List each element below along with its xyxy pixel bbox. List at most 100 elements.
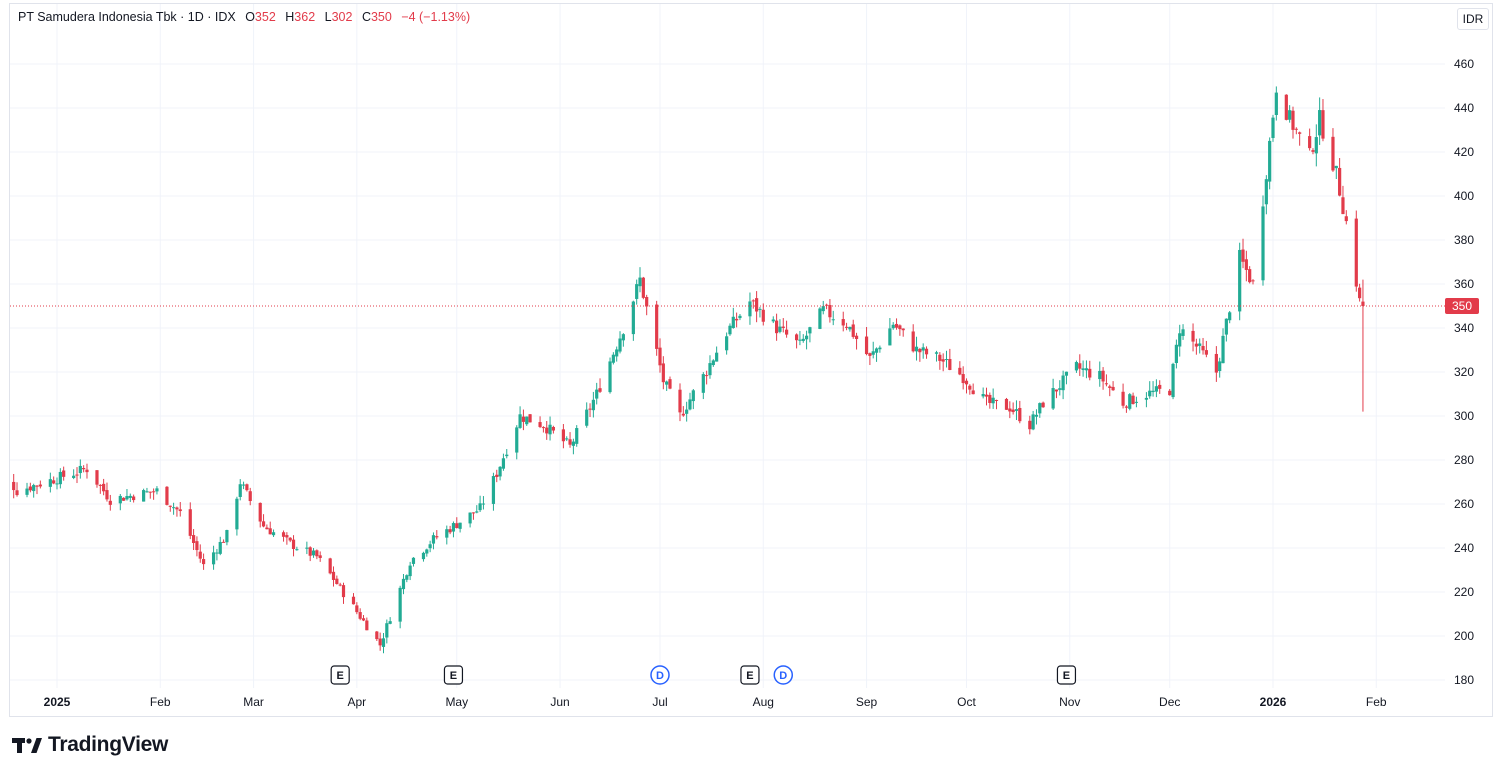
candle-body (921, 347, 925, 351)
candle-body (221, 541, 226, 543)
candle-body (35, 485, 39, 487)
x-axis-tick-label: Dec (1159, 695, 1180, 709)
chart-frame[interactable] (9, 3, 1493, 717)
candle-body (828, 305, 832, 318)
candle-body (1058, 388, 1062, 390)
candle-body (501, 458, 506, 469)
candle-body (685, 409, 689, 414)
candle-body (1291, 110, 1295, 130)
candle-body (155, 488, 159, 492)
candle-body (541, 427, 545, 429)
candle-body (878, 347, 882, 350)
open-value: 352 (254, 10, 276, 24)
candle-body (658, 347, 662, 366)
candle-body (261, 521, 266, 527)
candle-body (175, 507, 179, 510)
candle-body (172, 507, 176, 509)
candle-body (521, 416, 526, 422)
candle-body (142, 490, 146, 502)
candle-body (338, 584, 342, 586)
candle-body (785, 329, 789, 335)
candle-body (1334, 165, 1338, 169)
candle-body (958, 367, 962, 375)
candle-body (118, 495, 122, 504)
candle-body (1311, 150, 1315, 152)
candle-body (1264, 179, 1268, 205)
y-axis-tick-label: 320 (1454, 365, 1474, 379)
candle-body (518, 414, 522, 428)
y-axis-tick-label: 340 (1454, 321, 1474, 335)
candle-body (1088, 368, 1092, 378)
candle-body (361, 618, 366, 621)
candle-body (938, 354, 942, 361)
candle-body (678, 389, 682, 413)
candle-body (455, 523, 459, 529)
candle-body (201, 559, 206, 565)
candle-body (731, 316, 735, 328)
candle-body (85, 469, 89, 473)
candle-body (841, 319, 845, 326)
candle-body (52, 480, 56, 484)
open-label: O (245, 10, 255, 24)
candle-body (198, 551, 202, 559)
candle-body (1238, 249, 1242, 312)
earnings-event-label: E (1063, 670, 1070, 682)
x-axis-tick-label: Mar (243, 695, 264, 709)
candle-body (78, 465, 82, 474)
candle-body (631, 301, 635, 335)
candle-body (245, 484, 249, 491)
candle-body (1151, 390, 1155, 393)
candle-body (944, 359, 949, 361)
currency-button[interactable]: IDR (1457, 8, 1489, 30)
candle-body (968, 385, 972, 390)
x-axis-tick-label: Nov (1059, 695, 1080, 709)
x-axis-tick-label: Sep (856, 695, 878, 709)
candle-body (62, 470, 66, 477)
candle-body (211, 552, 216, 565)
candle-body (75, 474, 79, 476)
candle-body (711, 360, 715, 366)
candle-body (1178, 333, 1182, 347)
candle-body (498, 466, 502, 477)
candle-body (548, 424, 552, 435)
candle-body (1308, 136, 1312, 149)
candle-body (72, 475, 76, 478)
candle-body (55, 483, 59, 485)
candle-body (152, 491, 156, 493)
candle-body (681, 413, 685, 416)
candle-body (1198, 343, 1202, 346)
candle-body (888, 328, 892, 346)
x-axis-tick-label: Feb (150, 695, 171, 709)
candle-body (668, 379, 672, 389)
candle-body (1171, 363, 1175, 398)
candle-body (1288, 110, 1292, 120)
candle-body (781, 326, 785, 328)
y-axis-tick-label: 440 (1454, 101, 1474, 115)
candle-body (638, 277, 642, 287)
tradingview-logo[interactable]: TradingView (12, 733, 168, 757)
candle-body (725, 336, 729, 351)
candle-body (924, 348, 929, 355)
candle-body (914, 346, 919, 352)
candle-body (1221, 335, 1225, 364)
candle-body (401, 578, 406, 590)
candle-body (971, 390, 975, 395)
candle-body (851, 324, 855, 337)
candle-body (1331, 136, 1335, 171)
candle-body (898, 325, 902, 330)
candle-body (1224, 318, 1228, 335)
close-label: C (361, 10, 371, 24)
candle-body (585, 409, 589, 426)
dividend-event-label: D (779, 670, 787, 682)
candle-body (295, 549, 299, 551)
candle-body (105, 490, 109, 500)
candle-body (1268, 140, 1272, 182)
candle-body (525, 416, 529, 425)
candle-body (1134, 401, 1139, 403)
candle-body (238, 484, 242, 497)
candle-body (265, 527, 269, 530)
candle-body (411, 557, 416, 564)
candle-body (178, 509, 182, 512)
candle-body (1084, 368, 1089, 371)
